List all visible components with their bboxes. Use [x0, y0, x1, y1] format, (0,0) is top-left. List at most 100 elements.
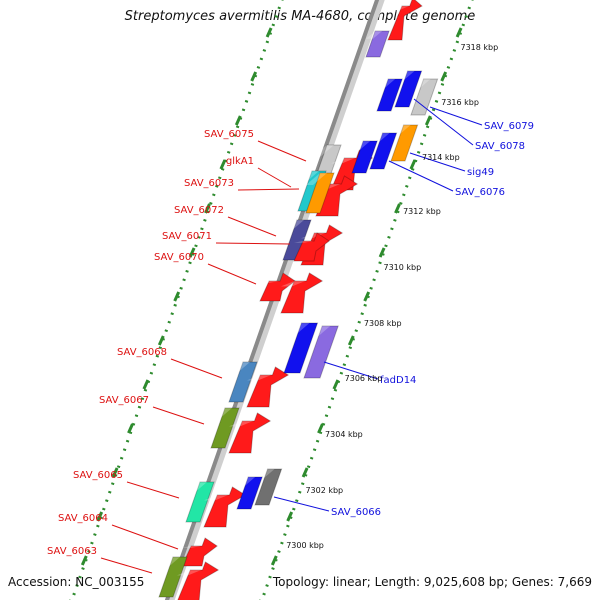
gene-sav-6066 [254, 468, 283, 506]
leader-sav-6078 [413, 98, 474, 146]
tick-mark [219, 159, 227, 170]
map-title: Streptomyces avermitilis MA-4680, comple… [124, 9, 476, 24]
leader-sav-6073 [237, 188, 300, 191]
gene-glka1-highlight [298, 171, 319, 183]
leader-sig49 [409, 152, 466, 172]
tick-mark [80, 555, 88, 566]
gene-sav-6065-partner [203, 486, 247, 528]
label-sav-6072: SAV_6072 [174, 205, 224, 216]
tick-mark [286, 511, 294, 522]
ruler-label-7304-kbp: 7304 kbp [325, 430, 363, 439]
label-sav-6079: SAV_6079 [484, 121, 534, 132]
tick-mark [317, 423, 324, 434]
gene-sav-6079 [410, 78, 439, 116]
gene-sav-6067 [210, 407, 240, 449]
gene-sav-6064-highlight [182, 546, 202, 548]
tick-mark [111, 467, 119, 478]
leader-sav-6071 [215, 242, 291, 245]
gene-top-partial-2-highlight [388, 6, 409, 12]
gene-sav-6076-partner-highlight [352, 141, 371, 151]
tick-mark [173, 291, 181, 302]
ruler-label-7310-kbp: 7310 kbp [384, 263, 422, 272]
tick-mark [142, 379, 150, 390]
label-sav-6063: SAV_6063 [47, 546, 97, 557]
leader-sav-6075 [257, 140, 307, 162]
tick-mark [332, 379, 340, 390]
leader-sav-6079 [429, 106, 483, 126]
gene-sav-6073 [305, 172, 335, 214]
gene-sav-6071 [293, 232, 330, 262]
gene-sav-6068-partner [246, 366, 290, 408]
tick-mark [440, 71, 448, 82]
gene-sav-6067-partner [228, 412, 272, 454]
tick-mark [455, 27, 463, 38]
leader-sav-6072 [227, 216, 277, 237]
label-sav-6066: SAV_6066 [331, 507, 381, 518]
gene-glka1-partner [315, 175, 359, 217]
gene-sav-6073-highlight [306, 173, 327, 185]
gene-sav-6068 [228, 361, 258, 403]
tick-mark [301, 467, 309, 478]
gene-sav-6063-highlight [159, 557, 180, 569]
ruler-label-7300-kbp: 7300 kbp [286, 541, 324, 550]
ruler-label-7302-kbp: 7302 kbp [305, 486, 343, 495]
leader-glka1 [257, 167, 292, 188]
gene-sav-6072-highlight [283, 220, 304, 232]
leader-sav-6076 [388, 160, 454, 192]
tick-track-right [260, 0, 474, 600]
genome-summary-text: Topology: linear; Length: 9,025,608 bp; … [272, 575, 592, 589]
gene-sav-6065-highlight [186, 482, 207, 494]
label-sav-6076: SAV_6076 [455, 187, 505, 198]
leader-sav-6065 [126, 481, 180, 499]
tick-track-left [70, 0, 284, 600]
gene-sav-6068-partner-highlight [247, 375, 272, 381]
label-sav-6073: SAV_6073 [184, 178, 234, 189]
leader-sav-6066 [273, 496, 330, 512]
label-sav-6071: SAV_6071 [162, 231, 212, 242]
tick-mark [127, 423, 134, 434]
label-sav-6064: SAV_6064 [58, 513, 108, 524]
gene-sav-6071-highlight [294, 241, 314, 243]
leader-fadd14 [323, 361, 379, 380]
tick-mark [409, 159, 417, 170]
tick-mark [188, 247, 196, 258]
tick-mark [378, 247, 386, 258]
gene-sav-6078-partner [376, 78, 403, 112]
ruler-label-7306-kbp: 7306 kbp [345, 374, 383, 383]
gene-sav-6064 [181, 537, 218, 567]
leader-sav-6068 [170, 358, 223, 379]
gene-sav-6066-partner [236, 476, 263, 510]
gene-sav-6075-partner-highlight [331, 158, 356, 164]
gene-sav-6070 [259, 272, 296, 302]
gene-sav-6072-partner-highlight [301, 233, 326, 239]
gene-top-partial-2 [387, 0, 423, 41]
tick-mark [265, 27, 273, 38]
gene-sav-6066-partner-highlight [237, 477, 256, 487]
ruler-label-7308-kbp: 7308 kbp [364, 319, 402, 328]
label-sig49: sig49 [467, 167, 494, 178]
label-sav-6078: SAV_6078 [475, 141, 525, 152]
tick-mark [234, 115, 242, 126]
tick-mark [424, 115, 432, 126]
gene-sav-6065-partner-highlight [204, 495, 229, 501]
gene-sav-6078 [394, 70, 423, 108]
tick-mark [157, 335, 165, 346]
gene-sav-6075-highlight [313, 145, 334, 157]
gene-sav-6067-partner-highlight [229, 421, 254, 427]
gene-sig49 [390, 124, 419, 162]
gene-sav-6070-highlight [260, 281, 280, 283]
gene-sav-6076 [369, 132, 398, 170]
tick-mark [347, 335, 355, 346]
gene-sav-6070-partner [280, 272, 324, 314]
label-sav-6070: SAV_6070 [154, 252, 204, 263]
gene-sav-6068-highlight [229, 362, 250, 374]
ruler-label-7316-kbp: 7316 kbp [441, 98, 479, 107]
label-sav-6065: SAV_6065 [73, 470, 123, 481]
label-sav-6068: SAV_6068 [117, 347, 167, 358]
gene-sav-6063-partner [177, 561, 220, 600]
tick-mark [204, 203, 211, 214]
tick-mark [394, 203, 401, 214]
gene-sav-6076-partner [351, 140, 378, 174]
tick-mark [250, 71, 258, 82]
